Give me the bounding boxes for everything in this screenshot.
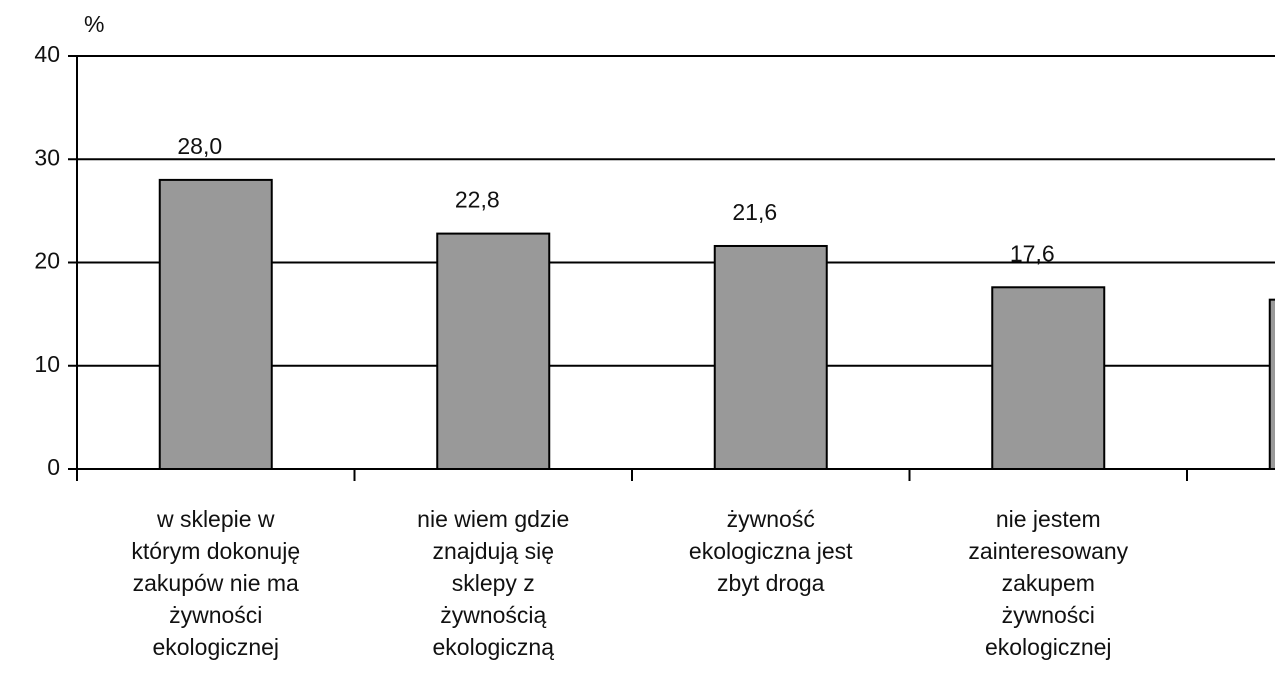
bar: [991, 286, 1106, 470]
x-tick-label: żywnością: [440, 602, 546, 628]
x-tick-label: którym dokonuję: [131, 538, 300, 564]
bar: [713, 244, 828, 470]
x-tick-label: ekologiczna jest: [689, 538, 853, 564]
x-tick-label: zbyt droga: [717, 570, 825, 596]
x-tick-label: ekologicznej: [985, 634, 1112, 660]
value-label: 22,8: [455, 187, 500, 213]
y-tick-label: 10: [34, 351, 60, 377]
x-tick-label: znajdują się: [433, 538, 554, 564]
x-tick-label: zakupem: [1002, 570, 1095, 596]
x-tick-label: zakupów nie ma: [133, 570, 299, 596]
x-tick-label: nie wiem gdzie: [417, 506, 569, 532]
bar: [158, 178, 273, 470]
x-tick-label: nie jestem: [996, 506, 1101, 532]
value-label: 21,6: [732, 199, 777, 225]
x-tick-label: ekologicznej: [152, 634, 279, 660]
x-tick-label: sklepy z: [452, 570, 535, 596]
bar: [436, 232, 551, 470]
x-tick-label: żywności: [1002, 602, 1095, 628]
x-tick-label: zainteresowany: [968, 538, 1128, 564]
y-tick-label: 40: [34, 41, 60, 67]
y-tick-label: 20: [34, 248, 60, 274]
y-axis-label: %: [84, 11, 104, 37]
value-label: 28,0: [177, 133, 222, 159]
x-tick-label: ekologiczną: [433, 634, 555, 660]
x-tick-label: żywność: [727, 506, 815, 532]
x-tick-label: żywności: [169, 602, 262, 628]
y-tick-label: 30: [34, 144, 60, 170]
y-tick-label: 0: [47, 454, 60, 480]
bar: [1268, 298, 1275, 471]
value-label: 17,6: [1010, 240, 1055, 266]
x-tick-label: w sklepie w: [156, 506, 275, 532]
